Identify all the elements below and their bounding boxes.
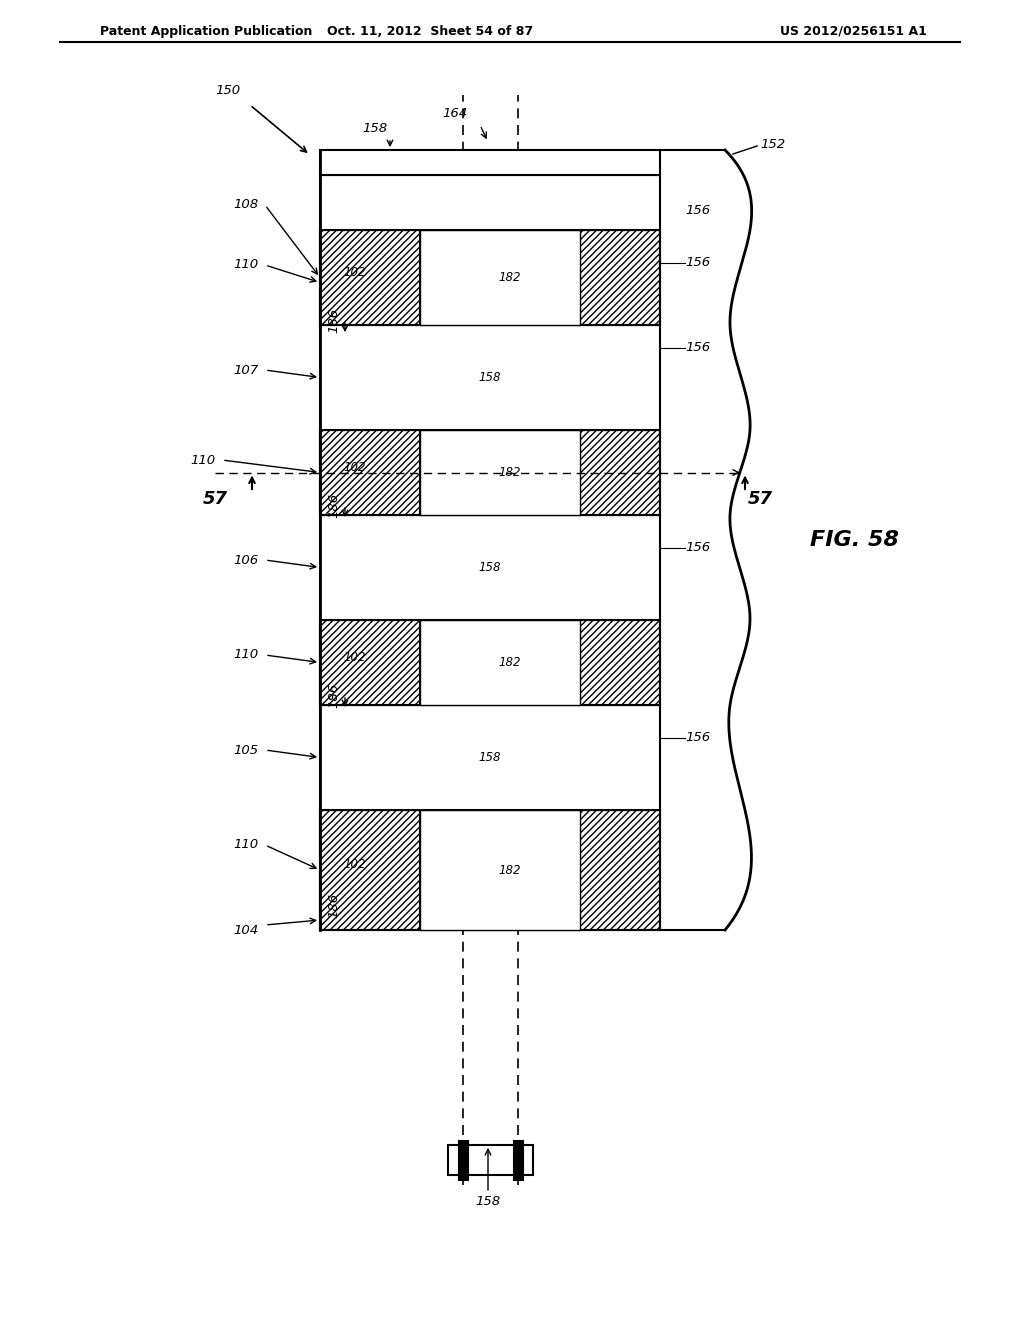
Text: 182: 182 [499, 271, 521, 284]
Bar [580, 230, 660, 325]
Bar [580, 230, 660, 325]
Text: 158: 158 [479, 751, 502, 764]
Bar [580, 810, 660, 931]
Text: 158: 158 [362, 121, 387, 135]
Text: US 2012/0256151 A1: US 2012/0256151 A1 [780, 25, 927, 38]
Text: FIG. 58: FIG. 58 [810, 531, 899, 550]
Text: 102: 102 [344, 651, 367, 664]
Text: 110: 110 [232, 259, 258, 272]
Text: 57: 57 [203, 490, 227, 508]
Text: 186: 186 [327, 892, 340, 917]
Text: 110: 110 [189, 454, 215, 466]
Text: 182: 182 [499, 863, 521, 876]
Text: 186: 186 [327, 682, 340, 708]
Text: 156: 156 [685, 541, 710, 554]
Bar [319, 810, 420, 931]
Bar [319, 810, 420, 931]
Text: 102: 102 [344, 267, 367, 279]
Text: 186: 186 [327, 308, 340, 333]
Text: Patent Application Publication: Patent Application Publication [100, 25, 312, 38]
Text: 104: 104 [232, 924, 258, 936]
Bar [319, 230, 660, 325]
Bar [580, 430, 660, 515]
Bar [319, 325, 660, 430]
Text: 150: 150 [215, 83, 240, 96]
Text: 158: 158 [479, 371, 502, 384]
Text: 158: 158 [475, 1195, 501, 1208]
Text: 110: 110 [232, 838, 258, 851]
Bar [319, 430, 660, 515]
Text: 156: 156 [685, 731, 710, 744]
Bar [319, 620, 420, 705]
Text: 156: 156 [685, 256, 710, 269]
Bar [319, 230, 420, 325]
Text: 102: 102 [344, 461, 367, 474]
Text: 152: 152 [760, 139, 785, 152]
Text: 110: 110 [232, 648, 258, 661]
Text: 158: 158 [479, 561, 502, 574]
Bar [319, 430, 420, 515]
Text: 182: 182 [499, 656, 521, 669]
Bar [319, 705, 660, 810]
Text: 182: 182 [499, 466, 521, 479]
Text: 186: 186 [327, 492, 340, 517]
Text: 57: 57 [748, 490, 772, 508]
Text: 108: 108 [232, 198, 258, 211]
Text: 107: 107 [232, 363, 258, 376]
Bar [580, 810, 660, 931]
Text: Oct. 11, 2012  Sheet 54 of 87: Oct. 11, 2012 Sheet 54 of 87 [327, 25, 534, 38]
Bar [319, 430, 420, 515]
Bar [319, 230, 420, 325]
Text: 106: 106 [232, 553, 258, 566]
Bar [420, 230, 580, 325]
Bar [319, 150, 660, 176]
Text: 164: 164 [442, 107, 468, 120]
Bar [319, 620, 660, 705]
Text: 105: 105 [232, 743, 258, 756]
Bar [319, 176, 660, 230]
Bar [319, 620, 420, 705]
Bar [420, 430, 580, 515]
Text: 156: 156 [685, 341, 710, 354]
Bar [449, 1144, 534, 1175]
Bar [420, 810, 580, 931]
Bar [580, 620, 660, 705]
Text: 102: 102 [344, 858, 367, 871]
Bar [319, 515, 660, 620]
Text: 156: 156 [685, 203, 710, 216]
Bar [580, 430, 660, 515]
Bar [580, 620, 660, 705]
Bar [319, 810, 660, 931]
Bar [420, 620, 580, 705]
